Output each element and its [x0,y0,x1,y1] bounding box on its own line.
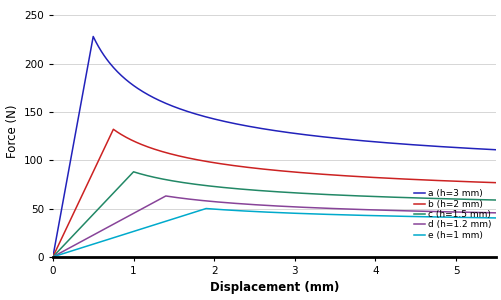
b (h=2 mm) [492,181,498,184]
d (h=1.2 mm) [271,204,277,208]
a (h=3 mm) [179,108,185,112]
b (h=2 mm) [171,153,177,157]
e (h=1 mm) [249,210,255,213]
a (h=3 mm) [222,120,228,123]
c (h=1.5 mm) [130,170,136,174]
e (h=1 mm) [164,219,170,223]
d (h=1.2 mm) [50,255,56,259]
b (h=2 mm) [468,180,474,184]
c (h=1.5 mm) [210,185,216,188]
e (h=1 mm) [474,216,480,220]
d (h=1.2 mm) [215,200,221,204]
e (h=1 mm) [267,211,273,214]
Line: d (h=1.2 mm): d (h=1.2 mm) [53,196,495,257]
b (h=2 mm) [194,158,200,162]
Legend: a (h=3 mm), b (h=2 mm), c (h=1.5 mm), d (h=1.2 mm), e (h=1 mm): a (h=3 mm), b (h=2 mm), c (h=1.5 mm), d … [413,189,491,240]
Line: b (h=2 mm): b (h=2 mm) [53,129,495,257]
Y-axis label: Force (N): Force (N) [6,104,19,158]
c (h=1.5 mm) [249,188,255,192]
d (h=1.2 mm) [228,201,234,205]
a (h=3 mm) [50,255,56,259]
c (h=1.5 mm) [50,255,56,259]
e (h=1 mm) [298,212,304,215]
c (h=1.5 mm) [188,182,194,186]
b (h=2 mm) [235,164,241,168]
a (h=3 mm) [467,147,473,150]
Line: e (h=1 mm): e (h=1 mm) [53,208,495,257]
b (h=2 mm) [187,157,193,160]
a (h=3 mm) [80,91,86,94]
c (h=1.5 mm) [492,198,498,202]
e (h=1 mm) [203,207,209,210]
a (h=3 mm) [492,148,498,152]
Line: c (h=1.5 mm): c (h=1.5 mm) [53,172,495,257]
b (h=2 mm) [110,128,116,131]
a (h=3 mm) [171,105,177,109]
a (h=3 mm) [155,98,161,102]
Line: a (h=3 mm): a (h=3 mm) [53,37,495,257]
d (h=1.2 mm) [471,211,477,214]
e (h=1 mm) [261,210,267,214]
d (h=1.2 mm) [162,194,168,198]
b (h=2 mm) [50,255,56,259]
b (h=2 mm) [95,160,101,164]
e (h=1 mm) [492,216,498,220]
X-axis label: Displacement (mm): Displacement (mm) [209,281,339,294]
c (h=1.5 mm) [469,198,475,201]
d (h=1.2 mm) [134,210,140,213]
d (h=1.2 mm) [235,202,241,206]
e (h=1 mm) [50,255,56,259]
d (h=1.2 mm) [492,211,498,214]
c (h=1.5 mm) [110,192,116,195]
c (h=1.5 mm) [203,184,209,188]
a (h=3 mm) [90,35,96,38]
